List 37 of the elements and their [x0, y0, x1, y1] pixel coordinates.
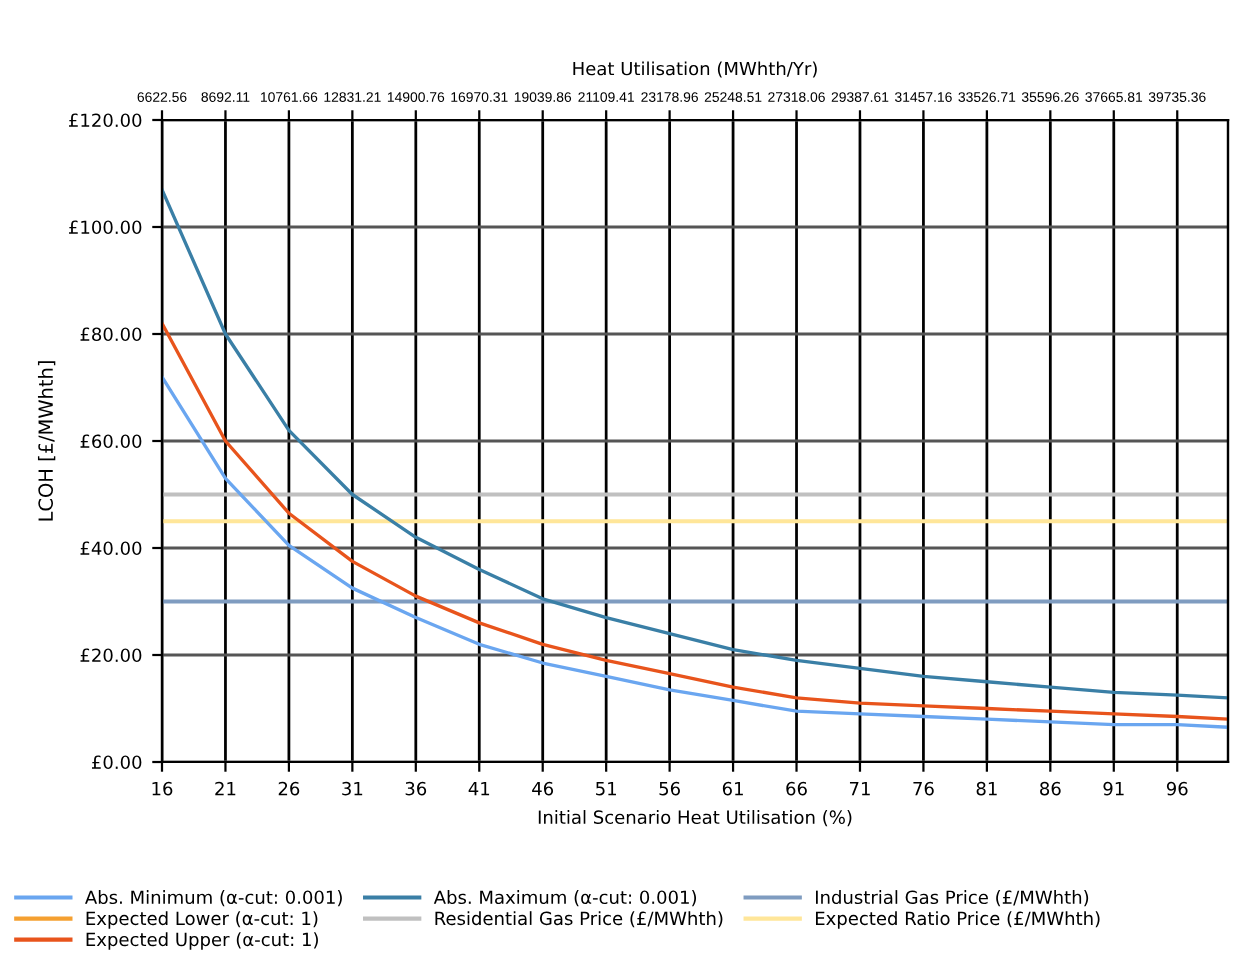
y-tick-label: £120.00 — [69, 113, 142, 128]
legend-label: Abs. Maximum (α-cut: 0.001) — [433, 890, 697, 907]
x-tick-label: 76 — [913, 781, 934, 796]
line-series — [162, 187, 1228, 700]
x-tick-label: 36 — [405, 781, 427, 796]
legend-label: Industrial Gas Price (£/MWhth) — [815, 890, 1089, 907]
x-tick-label: 81 — [976, 781, 997, 796]
x-tick-label: 86 — [1040, 781, 1061, 796]
line-series — [162, 375, 1228, 729]
x-tick-label: 51 — [596, 782, 616, 796]
y-tick-label: £20.00 — [80, 648, 142, 663]
x-tick-label: 66 — [786, 781, 807, 796]
x-tick-label: 71 — [849, 782, 870, 796]
legend-label: Residential Gas Price (£/MWhth) — [435, 911, 723, 928]
x-tick-label: 41 — [468, 782, 490, 796]
x-tick-label: 96 — [1166, 781, 1188, 796]
x-tick-label: 31 — [342, 781, 363, 796]
x-tick-label: 46 — [532, 781, 554, 796]
y-tick-label: £40.00 — [80, 541, 142, 556]
x2-axis-title: Heat Utilisation (MWhth/Yr) — [573, 61, 817, 78]
x-tick-label: 56 — [659, 781, 680, 796]
y-tick-label: £80.00 — [80, 327, 142, 342]
x-axis-title: Initial Scenario Heat Utilisation (%) — [538, 810, 852, 827]
y-tick-label: £60.00 — [80, 434, 142, 449]
y-axis-title: LCOH [£/MWhth] — [37, 361, 56, 521]
y-tick-label: £100.00 — [69, 220, 142, 235]
x-tick-label: 16 — [152, 781, 173, 796]
y-tick-label: £0.00 — [92, 755, 142, 770]
legend-label: Expected Ratio Price (£/MWhth) — [815, 911, 1100, 929]
legend-label: Expected Lower (α-cut: 1) — [86, 911, 318, 929]
legend-label: Abs. Minimum (α-cut: 0.001) — [85, 890, 342, 907]
x-tick-label: 21 — [215, 781, 236, 796]
legend-label: Expected Upper (α-cut: 1) — [86, 932, 318, 950]
line-series — [162, 321, 1228, 721]
x-tick-label: 91 — [1103, 781, 1124, 796]
x-tick-label: 26 — [278, 781, 300, 796]
x-tick-label: 61 — [722, 781, 743, 796]
